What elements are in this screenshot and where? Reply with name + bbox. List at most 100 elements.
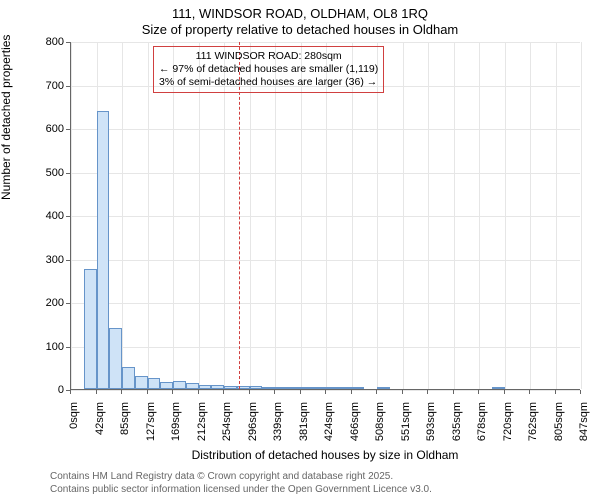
gridline-v	[479, 42, 480, 389]
histogram-bar	[224, 386, 237, 389]
x-tick-mark	[223, 390, 224, 394]
histogram-bar	[84, 269, 97, 389]
histogram-bar	[377, 387, 390, 389]
histogram-bar	[173, 381, 186, 389]
histogram-bar	[135, 376, 148, 389]
x-tick-label: 593sqm	[425, 402, 437, 441]
x-tick-label: 212sqm	[196, 402, 208, 441]
y-tick-mark	[66, 86, 70, 87]
x-tick-label: 85sqm	[119, 402, 131, 435]
x-tick-label: 678sqm	[476, 402, 488, 441]
x-tick-label: 127sqm	[145, 402, 157, 441]
y-axis-label: Number of detached properties	[0, 35, 13, 200]
x-tick-mark	[300, 390, 301, 394]
gridline-v	[122, 42, 123, 389]
plot-area: 111 WINDSOR ROAD: 280sqm← 97% of detache…	[70, 42, 580, 390]
x-tick-label: 169sqm	[170, 402, 182, 441]
x-tick-label: 0sqm	[68, 402, 80, 429]
x-tick-mark	[274, 390, 275, 394]
x-tick-mark	[580, 390, 581, 394]
chart-title: 111, WINDSOR ROAD, OLDHAM, OL8 1RQ	[0, 6, 600, 21]
x-tick-mark	[402, 390, 403, 394]
x-tick-mark	[70, 390, 71, 394]
annotation-line: 111 WINDSOR ROAD: 280sqm	[159, 50, 378, 63]
y-tick-mark	[66, 129, 70, 130]
chart-container: 111, WINDSOR ROAD, OLDHAM, OL8 1RQ Size …	[0, 0, 600, 500]
x-tick-mark	[376, 390, 377, 394]
x-tick-mark	[172, 390, 173, 394]
histogram-bar	[148, 378, 161, 389]
y-tick-label: 0	[34, 384, 64, 396]
x-tick-label: 339sqm	[272, 402, 284, 441]
x-tick-mark	[198, 390, 199, 394]
histogram-bar	[250, 386, 263, 389]
gridline-v	[556, 42, 557, 389]
gridline-v	[326, 42, 327, 389]
x-tick-mark	[427, 390, 428, 394]
histogram-bar	[339, 387, 352, 389]
gridline-v	[403, 42, 404, 389]
annotation-box: 111 WINDSOR ROAD: 280sqm← 97% of detache…	[153, 46, 384, 93]
gridline-v	[71, 42, 72, 389]
histogram-bar	[301, 387, 314, 389]
histogram-bar	[122, 367, 135, 389]
histogram-bar	[186, 383, 199, 389]
histogram-bar	[288, 387, 301, 389]
histogram-bar	[352, 387, 365, 389]
gridline-v	[454, 42, 455, 389]
x-tick-label: 720sqm	[502, 402, 514, 441]
y-tick-mark	[66, 303, 70, 304]
histogram-bar	[211, 385, 224, 389]
y-tick-mark	[66, 347, 70, 348]
x-axis-label: Distribution of detached houses by size …	[70, 448, 580, 462]
y-tick-mark	[66, 42, 70, 43]
y-tick-label: 400	[34, 210, 64, 222]
x-tick-mark	[453, 390, 454, 394]
y-tick-label: 100	[34, 341, 64, 353]
histogram-bar	[97, 111, 110, 389]
y-tick-mark	[66, 216, 70, 217]
y-tick-label: 800	[34, 36, 64, 48]
x-tick-label: 635sqm	[451, 402, 463, 441]
gridline-v	[199, 42, 200, 389]
chart-subtitle: Size of property relative to detached ho…	[0, 22, 600, 37]
gridline-v	[275, 42, 276, 389]
x-tick-label: 466sqm	[349, 402, 361, 441]
annotation-line: ← 97% of detached houses are smaller (1,…	[159, 63, 378, 76]
y-tick-label: 300	[34, 254, 64, 266]
x-tick-label: 847sqm	[578, 402, 590, 441]
y-tick-label: 200	[34, 297, 64, 309]
histogram-bar	[109, 328, 122, 389]
y-tick-label: 600	[34, 123, 64, 135]
x-tick-mark	[121, 390, 122, 394]
x-tick-mark	[529, 390, 530, 394]
x-tick-label: 424sqm	[323, 402, 335, 441]
x-tick-label: 551sqm	[400, 402, 412, 441]
histogram-bar	[262, 387, 275, 389]
x-tick-label: 42sqm	[94, 402, 106, 435]
x-tick-mark	[555, 390, 556, 394]
histogram-bar	[313, 387, 326, 389]
gridline-v	[377, 42, 378, 389]
x-tick-label: 805sqm	[553, 402, 565, 441]
gridline-v	[505, 42, 506, 389]
gridline-v	[352, 42, 353, 389]
reference-line	[239, 42, 240, 389]
annotation-line: 3% of semi-detached houses are larger (3…	[159, 76, 378, 89]
x-tick-label: 508sqm	[374, 402, 386, 441]
footer-line-1: Contains HM Land Registry data © Crown c…	[50, 471, 432, 484]
x-tick-mark	[96, 390, 97, 394]
gridline-v	[581, 42, 582, 389]
histogram-bar	[275, 387, 288, 389]
y-tick-label: 500	[34, 167, 64, 179]
y-tick-label: 700	[34, 80, 64, 92]
histogram-bar	[492, 387, 505, 389]
x-tick-mark	[325, 390, 326, 394]
footer-attribution: Contains HM Land Registry data © Crown c…	[50, 471, 432, 496]
gridline-v	[530, 42, 531, 389]
histogram-bar	[160, 382, 173, 389]
gridline-v	[428, 42, 429, 389]
gridline-v	[250, 42, 251, 389]
y-tick-mark	[66, 173, 70, 174]
footer-line-2: Contains public sector information licen…	[50, 484, 432, 497]
